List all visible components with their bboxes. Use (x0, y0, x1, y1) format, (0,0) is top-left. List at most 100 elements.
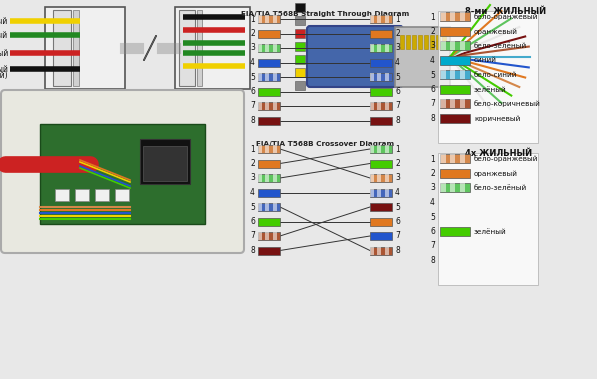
Bar (272, 44, 276, 52)
Bar (258, 58, 280, 66)
Bar (370, 15, 392, 23)
Bar (370, 203, 392, 211)
Bar (418, 35, 422, 49)
Bar (370, 73, 392, 81)
Bar (460, 70, 465, 79)
Bar (460, 154, 465, 163)
Bar (295, 3, 305, 12)
Bar (370, 232, 392, 240)
Text: 3: 3 (430, 41, 435, 50)
Bar (370, 145, 392, 153)
Text: оранжевый: оранжевый (474, 170, 518, 177)
Bar (258, 73, 280, 81)
Text: 4: 4 (250, 188, 255, 197)
Text: 3: 3 (395, 44, 400, 53)
Bar (370, 58, 392, 66)
Bar (370, 102, 392, 110)
Bar (370, 218, 392, 226)
Text: 4: 4 (430, 198, 435, 207)
Bar (438, 11, 538, 143)
Bar (258, 174, 280, 182)
Text: 2: 2 (430, 169, 435, 178)
Text: 8-ми  ЖИЛЬНЫЙ: 8-ми ЖИЛЬНЫЙ (465, 7, 546, 16)
Bar (258, 145, 262, 153)
Bar (258, 203, 280, 211)
Bar (75, 189, 89, 201)
Text: 7: 7 (250, 102, 255, 111)
Bar (258, 174, 262, 182)
Bar (384, 73, 389, 81)
Bar (143, 146, 187, 181)
Text: 7: 7 (395, 102, 400, 111)
Text: 5: 5 (250, 72, 255, 81)
Text: 2: 2 (430, 27, 435, 36)
Bar (377, 174, 381, 182)
Text: (серый): (серый) (0, 72, 8, 80)
Bar (450, 154, 456, 163)
Text: 8: 8 (395, 116, 400, 125)
Bar (370, 44, 392, 52)
Bar (258, 102, 262, 110)
Bar (258, 116, 280, 124)
Bar (258, 30, 280, 38)
Text: Желтый: Желтый (0, 17, 8, 25)
Bar (377, 246, 381, 255)
Text: 3: 3 (250, 44, 255, 53)
Text: Зеленый: Зеленый (0, 30, 8, 39)
Bar (45, 7, 125, 89)
Bar (384, 15, 389, 23)
Bar (53, 10, 71, 86)
Bar (258, 203, 262, 211)
Bar (370, 160, 392, 168)
Text: 1: 1 (395, 14, 400, 23)
Bar (384, 44, 389, 52)
Bar (430, 35, 434, 49)
Bar (384, 102, 389, 110)
FancyBboxPatch shape (1, 90, 244, 253)
Bar (440, 70, 470, 79)
Bar (370, 246, 392, 255)
Bar (40, 124, 205, 224)
Bar (272, 203, 276, 211)
Text: 1: 1 (395, 144, 400, 153)
Bar (370, 88, 392, 96)
Text: 3: 3 (250, 174, 255, 183)
Bar (400, 35, 404, 49)
Bar (384, 246, 389, 255)
Bar (440, 169, 470, 177)
Text: Черный: Черный (0, 64, 8, 74)
Bar (377, 73, 381, 81)
Text: 5: 5 (395, 72, 400, 81)
Bar (370, 145, 374, 153)
Text: 4: 4 (250, 58, 255, 67)
Bar (265, 15, 269, 23)
Text: 8: 8 (430, 114, 435, 123)
Bar (450, 183, 456, 192)
Bar (440, 99, 445, 108)
Bar (272, 15, 276, 23)
Text: 7: 7 (395, 232, 400, 241)
Bar (73, 10, 79, 86)
Bar (440, 183, 445, 192)
Bar (272, 102, 276, 110)
Bar (450, 70, 456, 79)
Text: синий: синий (474, 58, 497, 64)
Bar (460, 41, 465, 50)
Text: 6: 6 (430, 85, 435, 94)
Bar (450, 99, 456, 108)
Bar (258, 160, 280, 168)
Bar (370, 174, 374, 182)
Bar (440, 113, 470, 122)
Text: 7: 7 (250, 232, 255, 241)
Bar (377, 15, 381, 23)
Text: 1: 1 (430, 13, 435, 22)
Bar (450, 41, 456, 50)
Text: бело-зелёный: бело-зелёный (474, 43, 527, 49)
Bar (295, 68, 305, 77)
Text: зелёный: зелёный (474, 229, 507, 235)
Text: 1: 1 (430, 155, 435, 163)
Bar (438, 153, 538, 285)
Bar (258, 232, 262, 240)
Bar (258, 218, 280, 226)
Bar (197, 10, 202, 86)
